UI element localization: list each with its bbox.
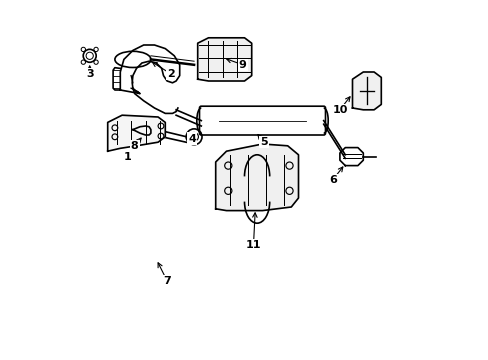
Text: 5: 5 [260,137,267,147]
Text: 2: 2 [166,69,174,79]
Text: 10: 10 [331,105,347,115]
Polygon shape [339,148,363,166]
Text: 9: 9 [238,60,246,70]
Text: 11: 11 [245,240,261,250]
Text: 4: 4 [188,134,196,144]
Polygon shape [133,126,151,135]
Polygon shape [107,115,165,151]
Polygon shape [352,72,381,110]
Text: 8: 8 [131,141,138,151]
Text: 3: 3 [86,69,93,79]
Text: 1: 1 [123,152,131,162]
Polygon shape [197,38,251,81]
Text: 6: 6 [328,175,336,185]
Polygon shape [215,144,298,211]
Text: 7: 7 [163,276,171,286]
